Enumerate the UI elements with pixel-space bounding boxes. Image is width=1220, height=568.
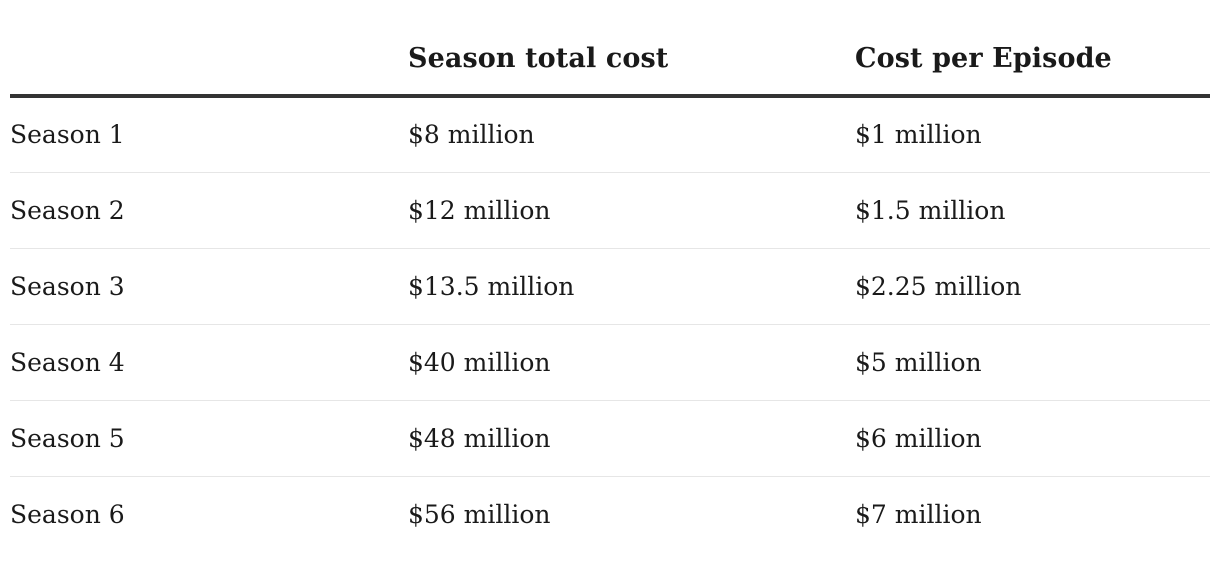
total-cost-cell: $48 million [408, 400, 855, 477]
season-cell: Season 3 [10, 248, 408, 325]
total-cost-cell: $8 million [408, 96, 855, 173]
season-cell: Season 1 [10, 96, 408, 173]
header-season-total-cost: Season total cost [408, 0, 855, 98]
table-row: Season 4 $40 million $5 million [10, 324, 1210, 401]
table-body: Season 1 $8 million $1 million Season 2 … [10, 96, 1210, 552]
table-row: Season 3 $13.5 million $2.25 million [10, 248, 1210, 325]
per-episode-cell: $5 million [855, 324, 1210, 401]
season-cell: Season 6 [10, 499, 125, 529]
per-episode-cell: $2.25 million [855, 248, 1210, 325]
table-header: Season total cost Cost per Episode [10, 0, 1210, 98]
season-cell: Season 2 [10, 172, 408, 249]
per-episode-cell: $1 million [855, 96, 1210, 173]
season-cost-table: Season total cost Cost per Episode Seaso… [10, 0, 1210, 552]
per-episode-cell: $1.5 million [855, 172, 1210, 249]
header-cost-per-episode: Cost per Episode [855, 0, 1210, 98]
season-cell: Season 4 [10, 324, 408, 401]
table-row: Season 5 $48 million $6 million [10, 400, 1210, 477]
cost-table-container: Season total cost Cost per Episode Seaso… [10, 0, 1210, 552]
total-cost-cell: $13.5 million [408, 248, 855, 325]
table-row: Season 6 $56 million $7 million [10, 476, 1210, 552]
total-cost-cell: $56 million [408, 499, 551, 529]
header-season [10, 0, 408, 98]
per-episode-cell: $6 million [855, 400, 1210, 477]
header-row: Season total cost Cost per Episode [10, 0, 1210, 98]
per-episode-cell: $7 million [855, 499, 982, 529]
table-row: Season 1 $8 million $1 million [10, 96, 1210, 173]
season-cell: Season 5 [10, 400, 408, 477]
table-row: Season 2 $12 million $1.5 million [10, 172, 1210, 249]
total-cost-cell: $40 million [408, 324, 855, 401]
total-cost-cell: $12 million [408, 172, 855, 249]
